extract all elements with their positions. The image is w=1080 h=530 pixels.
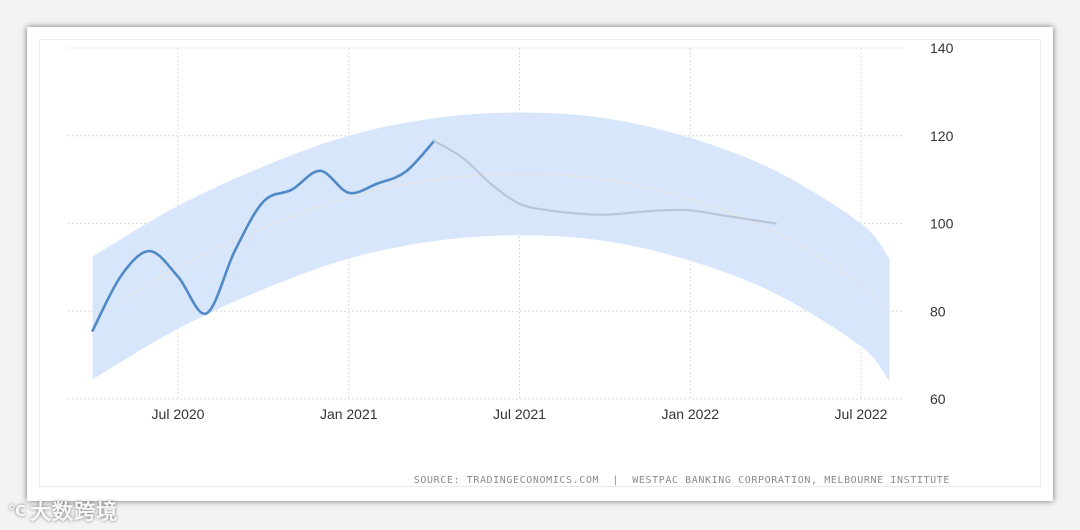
y-tick-label: 60	[930, 391, 946, 407]
x-tick-label: Jul 2021	[493, 406, 546, 422]
trend-center-line	[92, 173, 890, 321]
x-axis-ticks: Jul 2020 Jan 2021 Jul 2021 Jan 2022 Jul 2022	[152, 406, 888, 422]
source-attribution: SOURCE: TRADINGECONOMICS.COM | WESTPAC B…	[413, 475, 950, 486]
watermark: ℃ 大数跨境	[8, 496, 118, 526]
y-axis-ticks: 60 80 100 120 140	[930, 40, 954, 407]
watermark-text: 大数跨境	[30, 500, 119, 524]
actual-series-line	[91, 139, 436, 332]
y-tick-label: 80	[930, 303, 946, 319]
y-tick-label: 120	[930, 128, 954, 144]
chart-frame	[39, 39, 1041, 487]
line-chart: 60 80 100 120 140 Jul 2020 Jan 2021 Jul 2021 Ja…	[68, 40, 954, 422]
y-tick-label: 100	[930, 216, 954, 232]
series-lines	[91, 139, 777, 332]
forecast-series-line	[433, 139, 777, 225]
watermark-logo-icon: ℃	[8, 502, 28, 520]
trend-band	[92, 112, 890, 382]
x-tick-label: Jan 2022	[661, 406, 719, 422]
trend-band-area	[92, 112, 890, 382]
x-tick-label: Jul 2022	[835, 406, 888, 422]
y-tick-label: 140	[930, 40, 954, 56]
x-tick-label: Jan 2021	[320, 406, 378, 422]
x-tick-label: Jul 2020	[152, 406, 205, 422]
chart-card: 60 80 100 120 140 Jul 2020 Jan 2021 Jul 2021 Ja…	[27, 27, 1053, 501]
